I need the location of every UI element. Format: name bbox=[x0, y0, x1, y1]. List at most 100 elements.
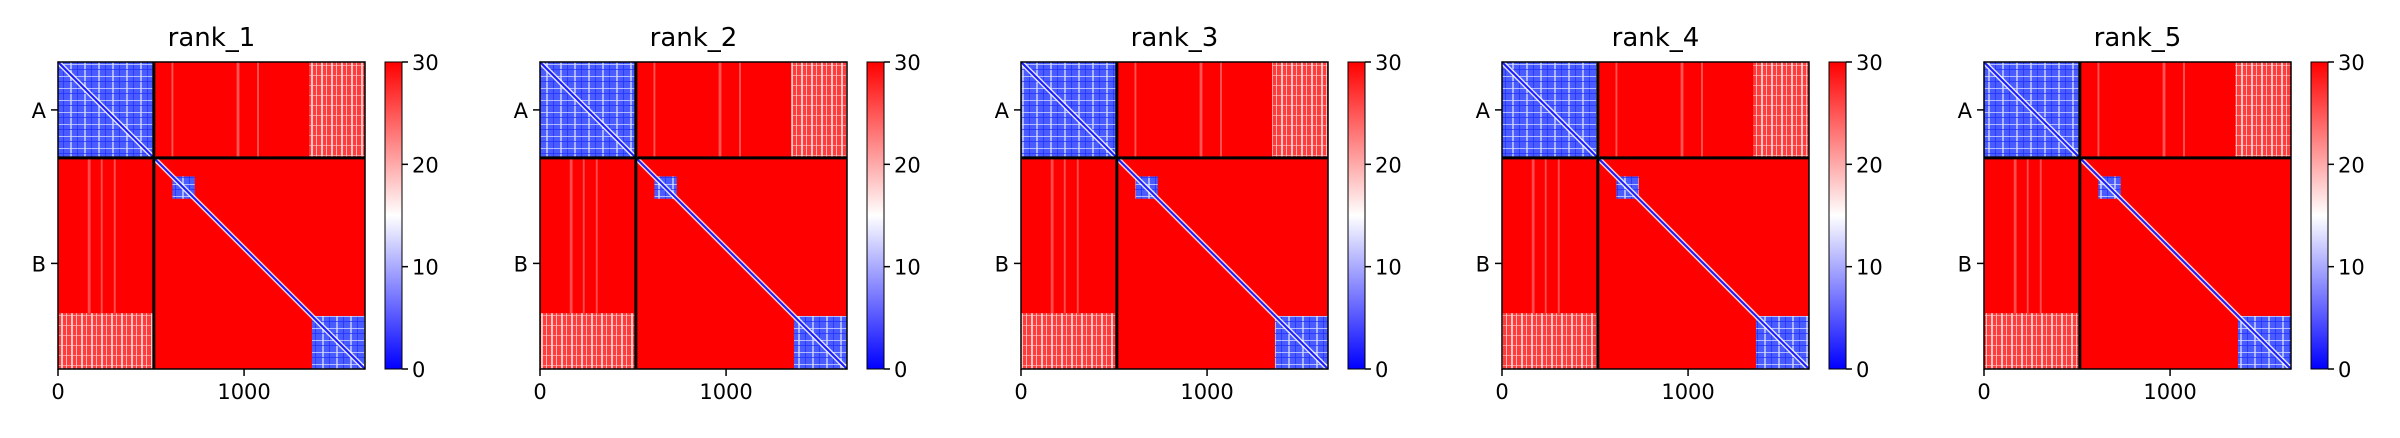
heatmap-pale-block bbox=[1272, 62, 1328, 158]
colorbar-tick-label: 0 bbox=[412, 358, 425, 382]
colorbar-tick-label: 30 bbox=[2338, 51, 2365, 75]
heatmap-streak bbox=[87, 157, 91, 314]
panel-title: rank_4 bbox=[1612, 23, 1700, 53]
x-tick-label: 0 bbox=[1977, 380, 1990, 404]
heatmap-panel: rank_3 0 1000 A B 0 10 20 30 bbox=[995, 23, 1402, 404]
heatmap-streak bbox=[1199, 62, 1203, 158]
heatmap-panel: rank_5 0 1000 A B 0 10 20 30 bbox=[1958, 23, 2365, 404]
y-tick-label: B bbox=[995, 252, 1009, 276]
colorbar-frame bbox=[1347, 61, 1366, 370]
colorbar bbox=[2311, 62, 2328, 369]
heatmap-streak bbox=[595, 157, 598, 314]
heatmap-pale-block bbox=[1753, 62, 1809, 158]
heatmap-streak bbox=[2183, 62, 2185, 158]
heatmap-streak bbox=[718, 62, 722, 158]
heatmap-streak bbox=[171, 62, 174, 158]
y-tick-label: B bbox=[1958, 252, 1972, 276]
heatmap-streak bbox=[1531, 157, 1535, 314]
heatmap-streak bbox=[1615, 62, 1618, 158]
panel-title: rank_1 bbox=[168, 23, 256, 53]
colorbar-tick-label: 20 bbox=[1375, 153, 1402, 177]
colorbar bbox=[1829, 62, 1846, 369]
x-tick-label: 0 bbox=[51, 380, 64, 404]
x-tick-label: 0 bbox=[1495, 380, 1508, 404]
heatmap-streak bbox=[1076, 157, 1079, 314]
y-tick-label: A bbox=[995, 99, 1010, 123]
y-tick-label: A bbox=[1476, 99, 1491, 123]
colorbar-tick-label: 0 bbox=[1856, 358, 1869, 382]
colorbar-tick-label: 10 bbox=[2338, 256, 2365, 280]
heatmap-streak bbox=[739, 62, 741, 158]
colorbar-tick-label: 10 bbox=[1856, 256, 1883, 280]
colorbar-frame bbox=[866, 61, 885, 370]
y-tick-label: A bbox=[32, 99, 47, 123]
heatmap-streak bbox=[2026, 157, 2029, 314]
heatmap-streak bbox=[2039, 157, 2042, 314]
heatmap-pale-block bbox=[2235, 62, 2291, 158]
heatmap-streak bbox=[2013, 157, 2017, 314]
heatmap-pale-block bbox=[58, 313, 154, 369]
axes-frame bbox=[539, 61, 848, 370]
heatmap-pale-block bbox=[309, 62, 365, 158]
colorbar bbox=[385, 62, 402, 369]
y-tick-label: B bbox=[1476, 252, 1490, 276]
panel-title: rank_2 bbox=[650, 23, 738, 53]
panel-title: rank_3 bbox=[1131, 23, 1219, 53]
heatmap-diagonal bbox=[57, 61, 366, 370]
colorbar-tick-label: 0 bbox=[1375, 358, 1388, 382]
heatmap-streak bbox=[569, 157, 573, 314]
heatmap-streak bbox=[1701, 62, 1703, 158]
heatmap-diagonal bbox=[1020, 61, 1329, 370]
heatmap-panel: rank_2 0 1000 A B 0 10 20 30 bbox=[514, 23, 921, 404]
heatmap-streak bbox=[1557, 157, 1560, 314]
x-tick-label: 1000 bbox=[1180, 380, 1233, 404]
colorbar-tick-label: 10 bbox=[894, 256, 921, 280]
heatmap-streak bbox=[1680, 62, 1684, 158]
colorbar-tick-label: 20 bbox=[2338, 153, 2365, 177]
heatmap-streak bbox=[1544, 157, 1547, 314]
heatmap-streak bbox=[1050, 157, 1054, 314]
colorbar-tick-label: 20 bbox=[894, 153, 921, 177]
colorbar bbox=[867, 62, 884, 369]
colorbar-tick-label: 10 bbox=[412, 256, 439, 280]
colorbar bbox=[1348, 62, 1365, 369]
heatmap-pale-block bbox=[1502, 313, 1598, 369]
heatmap-diagonal bbox=[1983, 61, 2292, 370]
x-tick-label: 0 bbox=[1014, 380, 1027, 404]
colorbar-tick-label: 20 bbox=[1856, 153, 1883, 177]
colorbar-frame bbox=[384, 61, 403, 370]
x-tick-label: 1000 bbox=[217, 380, 270, 404]
y-tick-label: B bbox=[32, 252, 46, 276]
y-tick-label: A bbox=[514, 99, 529, 123]
heatmap-panel: rank_4 0 1000 A B 0 10 20 30 bbox=[1476, 23, 1883, 404]
heatmap-pale-block bbox=[1021, 313, 1117, 369]
colorbar-tick-label: 0 bbox=[894, 358, 907, 382]
colorbar-frame bbox=[1828, 61, 1847, 370]
heatmap-streak bbox=[100, 157, 103, 314]
axes-frame bbox=[1501, 61, 1810, 370]
heatmap-streak bbox=[1134, 62, 1137, 158]
panel-title: rank_5 bbox=[2094, 23, 2182, 53]
heatmap-streak bbox=[2162, 62, 2166, 158]
heatmap-pale-block bbox=[1984, 313, 2080, 369]
heatmap-diagonal bbox=[1501, 61, 1810, 370]
colorbar-tick-label: 20 bbox=[412, 153, 439, 177]
x-tick-label: 1000 bbox=[2143, 380, 2196, 404]
axes-frame bbox=[1020, 61, 1329, 370]
heatmap-streak bbox=[582, 157, 585, 314]
axes-frame bbox=[57, 61, 366, 370]
heatmap-pale-block bbox=[540, 313, 636, 369]
axes-frame bbox=[1983, 61, 2292, 370]
colorbar-tick-label: 30 bbox=[1375, 51, 1402, 75]
heatmap-streak bbox=[257, 62, 259, 158]
heatmap-streak bbox=[653, 62, 656, 158]
colorbar-frame bbox=[2310, 61, 2329, 370]
x-tick-label: 1000 bbox=[1661, 380, 1714, 404]
heatmap-pale-block bbox=[791, 62, 847, 158]
colorbar-tick-label: 0 bbox=[2338, 358, 2351, 382]
colorbar-tick-label: 30 bbox=[412, 51, 439, 75]
heatmap-streak bbox=[236, 62, 240, 158]
heatmap-streak bbox=[1063, 157, 1066, 314]
heatmap-streak bbox=[2097, 62, 2100, 158]
colorbar-tick-label: 30 bbox=[894, 51, 921, 75]
